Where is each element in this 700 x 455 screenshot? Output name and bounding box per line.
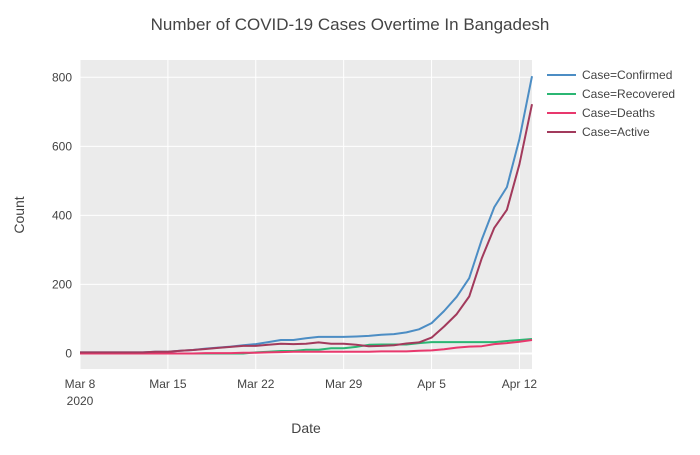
series-line-case-active: [80, 103, 533, 354]
y-tick-label: 400: [52, 208, 72, 222]
y-tick-label: 0: [65, 346, 72, 360]
y-tick-label: 200: [52, 277, 72, 291]
legend-label: Case=Recovered: [582, 87, 675, 101]
y-tick-label: 600: [52, 139, 72, 153]
y-tick-label: 800: [52, 70, 72, 84]
legend-label: Case=Active: [582, 125, 650, 139]
y-axis-label: Count: [11, 196, 27, 233]
x-tick-label: Apr 5: [417, 377, 446, 391]
plot-background: [80, 60, 532, 369]
x-tick-labels: Mar 8 2020 Mar 15 Mar 22 Mar 29 Apr 5 Apr 12: [65, 377, 538, 408]
x-axis-label: Date: [291, 420, 321, 436]
chart-title: Number of COVID-19 Cases Overtime In Ban…: [151, 15, 550, 34]
x-tick-sublabel: 2020: [67, 394, 94, 408]
legend-label: Case=Confirmed: [582, 68, 672, 82]
y-tick-labels: 0 200 400 600 800: [52, 70, 72, 360]
series-line-case-deaths: [80, 339, 533, 355]
x-tick-label: Mar 22: [237, 377, 275, 391]
x-tick-label: Mar 15: [149, 377, 187, 391]
legend: Case=Confirmed Case=Recovered Case=Deaths C…: [547, 68, 675, 139]
x-tick-label: Mar 29: [325, 377, 363, 391]
x-tick-label: Apr 12: [502, 377, 538, 391]
gridlines: [79, 60, 532, 369]
x-tick-label: Mar 8: [65, 377, 96, 391]
legend-label: Case=Deaths: [582, 106, 655, 120]
series-layer: [80, 76, 533, 355]
